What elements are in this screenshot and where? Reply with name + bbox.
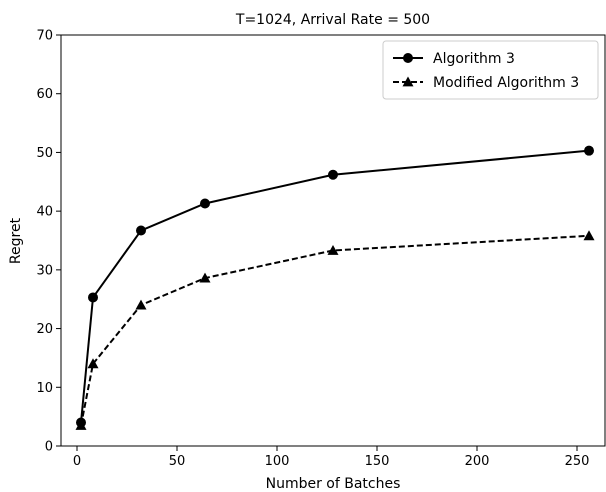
data-point bbox=[584, 145, 594, 156]
series-1 bbox=[76, 145, 594, 428]
y-tick-label: 10 bbox=[36, 381, 53, 396]
y-axis-label: Regret bbox=[8, 217, 24, 264]
data-point bbox=[75, 419, 87, 430]
data-point bbox=[328, 169, 338, 180]
y-tick-label: 70 bbox=[36, 29, 53, 44]
series-line bbox=[80, 234, 590, 426]
y-tick-label: 0 bbox=[45, 440, 53, 455]
x-tick-label: 100 bbox=[265, 454, 290, 469]
x-tick-label: 200 bbox=[465, 454, 490, 469]
data-point bbox=[583, 230, 595, 241]
x-tick-label: 50 bbox=[169, 454, 186, 469]
legend-marker bbox=[402, 76, 414, 87]
data-point bbox=[87, 358, 99, 369]
legend-label: Algorithm 3 bbox=[433, 51, 515, 67]
x-tick-label: 250 bbox=[565, 454, 590, 469]
y-tick-label: 20 bbox=[36, 322, 53, 337]
data-point bbox=[199, 272, 211, 283]
y-tick-label: 30 bbox=[36, 263, 53, 278]
data-point bbox=[136, 225, 146, 236]
x-tick-label: 0 bbox=[73, 454, 81, 469]
y-tick-label: 50 bbox=[36, 146, 53, 161]
x-tick-label: 150 bbox=[365, 454, 390, 469]
series-2 bbox=[75, 230, 595, 430]
y-tick-label: 40 bbox=[36, 205, 53, 220]
legend: Algorithm 3 Modified Algorithm 3 bbox=[382, 40, 599, 100]
data-point bbox=[200, 198, 210, 209]
data-point bbox=[135, 299, 147, 310]
series-layer bbox=[75, 145, 595, 430]
series-line bbox=[80, 149, 590, 423]
data-point bbox=[327, 244, 339, 255]
legend-box bbox=[382, 40, 599, 100]
y-tick-label: 60 bbox=[36, 87, 53, 102]
x-axis-label: Number of Batches bbox=[266, 476, 401, 492]
legend-marker bbox=[403, 53, 413, 63]
data-point bbox=[88, 292, 98, 303]
chart-title: T=1024, Arrival Rate = 500 bbox=[235, 12, 430, 28]
plot-axes: 0 50 100 150 200 250 0 10 20 30 40 50 60 70 bbox=[36, 29, 606, 469]
legend-label: Modified Algorithm 3 bbox=[433, 75, 579, 91]
plot-frame bbox=[60, 34, 606, 447]
